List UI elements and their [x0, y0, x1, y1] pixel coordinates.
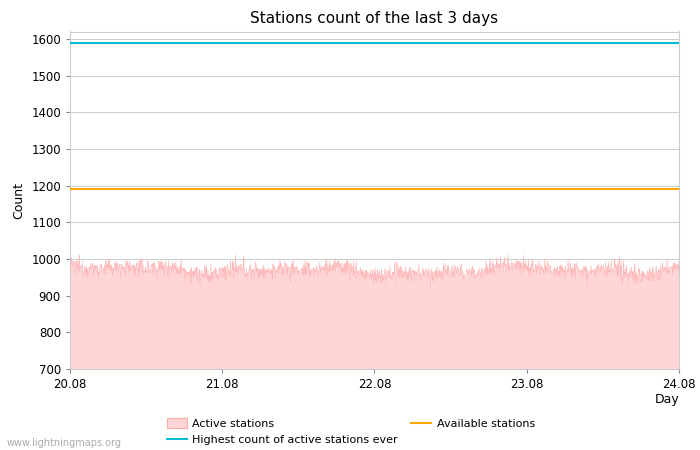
Title: Stations count of the last 3 days: Stations count of the last 3 days [251, 11, 498, 26]
Text: Day: Day [654, 392, 679, 405]
Text: www.lightningmaps.org: www.lightningmaps.org [7, 438, 122, 448]
Legend: Active stations, Highest count of active stations ever, Available stations: Active stations, Highest count of active… [167, 418, 536, 445]
Y-axis label: Count: Count [13, 182, 26, 219]
